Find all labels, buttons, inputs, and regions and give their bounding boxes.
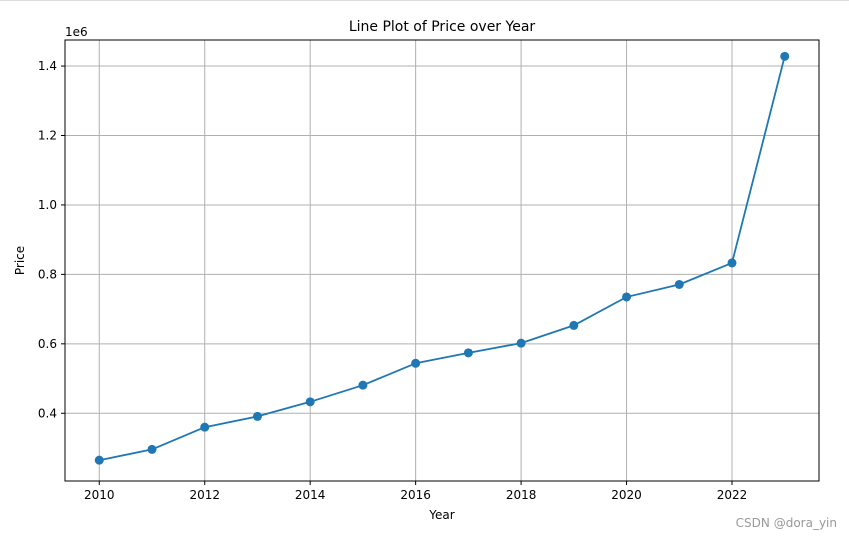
x-tick-label: 2022 — [717, 488, 748, 502]
x-tick-label: 2014 — [295, 488, 326, 502]
data-point — [622, 292, 632, 302]
chart-title: Line Plot of Price over Year — [349, 19, 536, 35]
data-point — [94, 455, 104, 465]
tick-layer: 2010 2012 2014 2016 2018 2020 2022 0.4 0.6 0.8 1.0… — [38, 59, 747, 502]
y-axis-offset-label: 1e6 — [65, 25, 88, 39]
data-point — [463, 348, 473, 358]
series-layer — [94, 51, 790, 465]
data-point — [727, 258, 737, 268]
y-tick-label: 0.6 — [38, 337, 57, 351]
x-tick-label: 2020 — [611, 488, 642, 502]
grid-lines — [65, 40, 819, 481]
data-point — [780, 51, 790, 61]
data-point — [305, 397, 315, 407]
data-point — [252, 411, 262, 421]
data-point — [411, 358, 421, 368]
x-tick-label: 2018 — [506, 488, 537, 502]
x-axis-label: Year — [428, 508, 454, 522]
data-point — [147, 444, 157, 454]
data-point — [516, 338, 526, 348]
series-line-price — [99, 56, 786, 462]
top-divider — [0, 0, 849, 1]
data-point — [569, 320, 579, 330]
y-tick-label: 0.8 — [38, 267, 57, 281]
x-tick-label: 2012 — [189, 488, 220, 502]
y-tick-label: 1.2 — [38, 128, 57, 142]
data-point — [358, 380, 368, 390]
x-tick-label: 2010 — [84, 488, 115, 502]
x-tick-label: 2016 — [400, 488, 431, 502]
data-point — [200, 422, 210, 432]
data-point — [674, 279, 684, 289]
watermark: CSDN @dora_yin — [735, 516, 837, 530]
y-axis-label: Price — [13, 246, 27, 275]
y-tick-label: 1.4 — [38, 59, 57, 73]
y-tick-label: 0.4 — [38, 406, 57, 420]
y-tick-label: 1.0 — [38, 198, 57, 212]
axes-frame — [64, 39, 820, 482]
